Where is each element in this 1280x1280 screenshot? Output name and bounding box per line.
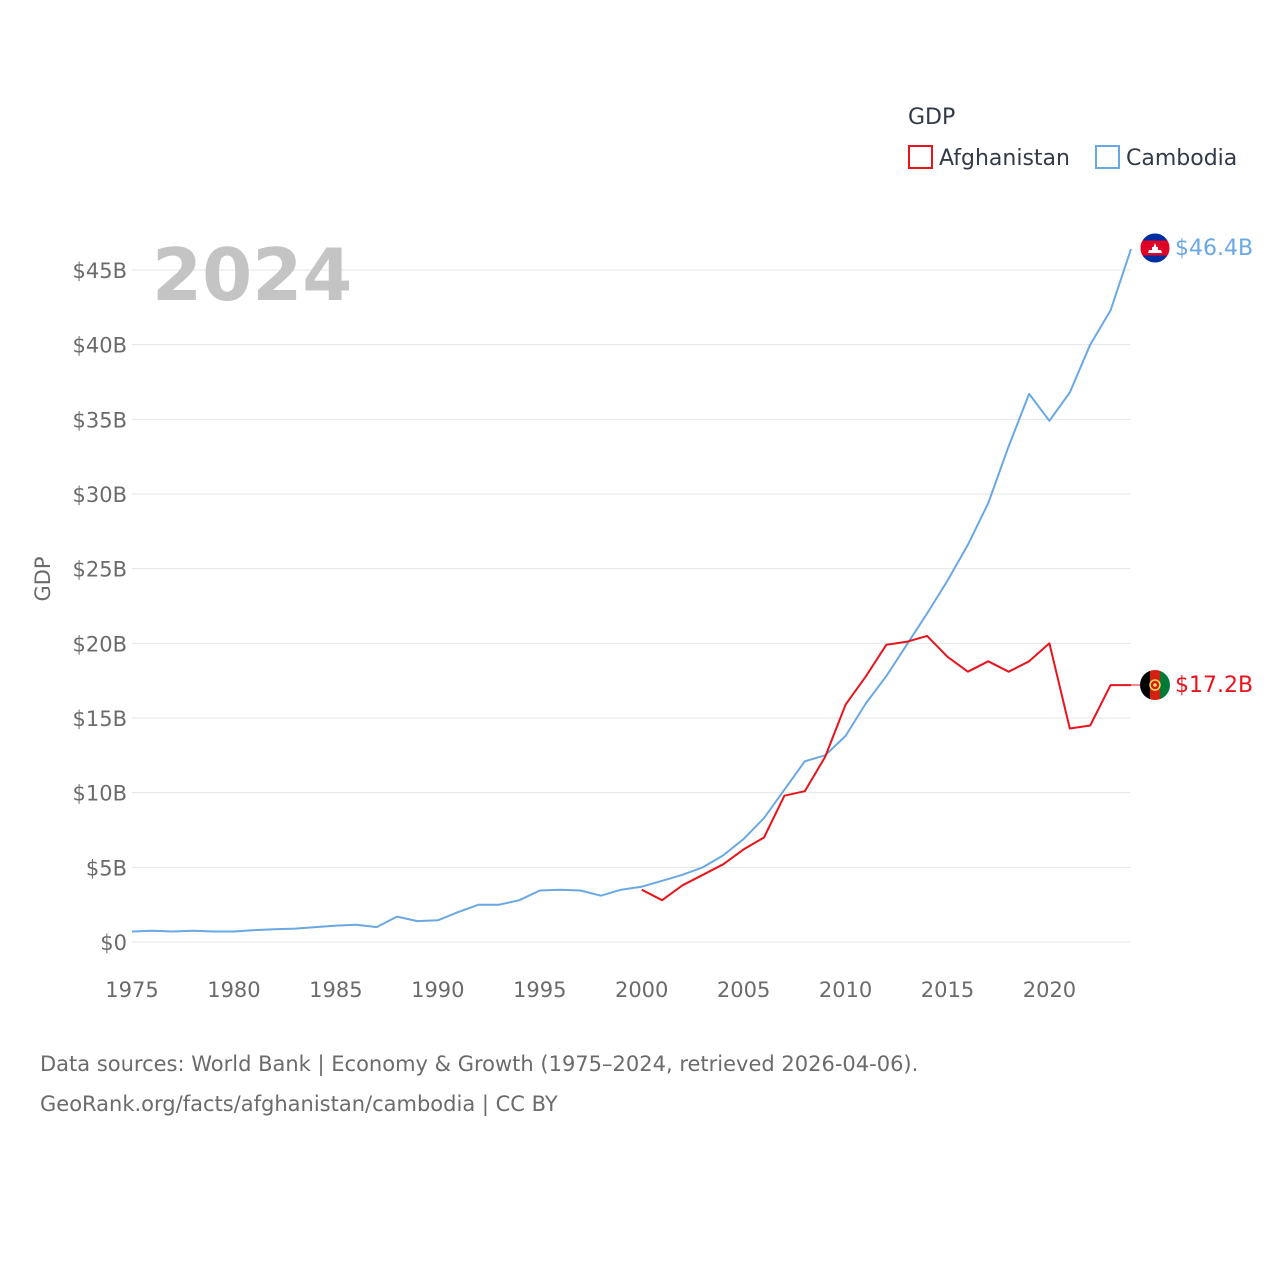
- legend-label-afghanistan[interactable]: Afghanistan: [939, 146, 1070, 171]
- y-tick-label: $35B: [73, 408, 128, 432]
- y-tick-label: $20B: [73, 632, 128, 656]
- source-note: Data sources: World Bank | Economy & Gro…: [40, 1044, 918, 1124]
- legend-label-cambodia[interactable]: Cambodia: [1126, 146, 1237, 171]
- x-tick-label: 1985: [309, 978, 362, 1002]
- y-tick-label: $25B: [73, 558, 128, 582]
- x-tick-label: 1995: [513, 978, 566, 1002]
- x-tick-label: 1980: [207, 978, 260, 1002]
- y-axis-label: GDP: [31, 556, 55, 601]
- x-tick-label: 1975: [105, 978, 158, 1002]
- y-tick-label: $40B: [73, 334, 128, 358]
- afghanistan-end-label: $17.2B: [1175, 673, 1253, 698]
- series-lines: [131, 248, 1132, 933]
- x-tick-label: 2010: [819, 978, 872, 1002]
- y-tick-label: $45B: [73, 259, 128, 283]
- legend-swatch-afghanistan[interactable]: [908, 145, 933, 169]
- gridlines: [132, 269, 1130, 943]
- legend-swatch-cambodia[interactable]: [1095, 145, 1120, 169]
- source-line-1: Data sources: World Bank | Economy & Gro…: [40, 1052, 919, 1076]
- y-tick-label: $30B: [73, 483, 128, 507]
- x-tick-label: 2015: [921, 978, 974, 1002]
- series-line-cambodia[interactable]: [131, 248, 1132, 933]
- cambodia-flag-icon: [1139, 232, 1171, 264]
- series-line-afghanistan[interactable]: [641, 634, 1131, 902]
- afghanistan-flag-icon: [1140, 670, 1170, 700]
- x-tick-label: 1990: [411, 978, 464, 1002]
- legend-title: GDP: [908, 105, 955, 130]
- y-tick-label: $5B: [86, 856, 127, 880]
- y-axis-ticks: $0 $5B $10B $15B $20B $25B $30B $35B $40B $45B: [73, 259, 128, 955]
- x-tick-label: 2005: [717, 978, 770, 1002]
- year-overlay-label: 2024: [152, 233, 352, 317]
- cambodia-end-label: $46.4B: [1175, 236, 1253, 261]
- legend: GDP Afghanistan Cambodia: [908, 105, 1237, 171]
- x-tick-label: 2020: [1023, 978, 1076, 1002]
- source-line-2[interactable]: GeoRank.org/facts/afghanistan/cambodia |…: [40, 1092, 558, 1116]
- x-tick-label: 2000: [615, 978, 668, 1002]
- x-axis-ticks: 1975 1980 1985 1990 1995 2000 2005 2010 2015 2020: [105, 978, 1076, 1002]
- y-tick-label: $10B: [73, 782, 128, 806]
- y-tick-label: $15B: [73, 707, 128, 731]
- y-tick-label: $0: [100, 931, 127, 955]
